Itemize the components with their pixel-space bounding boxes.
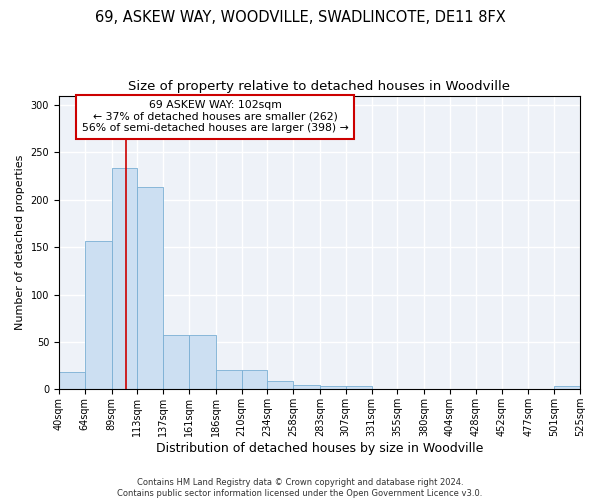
Bar bbox=[163, 336, 189, 390]
Bar bbox=[242, 370, 268, 390]
Bar bbox=[216, 370, 242, 390]
Y-axis label: Number of detached properties: Number of detached properties bbox=[15, 154, 25, 330]
X-axis label: Distribution of detached houses by size in Woodville: Distribution of detached houses by size … bbox=[156, 442, 483, 455]
Bar bbox=[59, 372, 85, 390]
Bar bbox=[268, 381, 293, 390]
Bar bbox=[320, 386, 346, 390]
Bar bbox=[112, 168, 137, 390]
Text: 69 ASKEW WAY: 102sqm
← 37% of detached houses are smaller (262)
56% of semi-deta: 69 ASKEW WAY: 102sqm ← 37% of detached h… bbox=[82, 100, 349, 133]
Text: Contains HM Land Registry data © Crown copyright and database right 2024.
Contai: Contains HM Land Registry data © Crown c… bbox=[118, 478, 482, 498]
Title: Size of property relative to detached houses in Woodville: Size of property relative to detached ho… bbox=[128, 80, 511, 93]
Bar bbox=[85, 240, 112, 390]
Bar bbox=[137, 186, 163, 390]
Bar bbox=[189, 336, 216, 390]
Bar bbox=[346, 386, 371, 390]
Bar bbox=[293, 384, 320, 390]
Text: 69, ASKEW WAY, WOODVILLE, SWADLINCOTE, DE11 8FX: 69, ASKEW WAY, WOODVILLE, SWADLINCOTE, D… bbox=[95, 10, 505, 25]
Bar bbox=[554, 386, 580, 390]
